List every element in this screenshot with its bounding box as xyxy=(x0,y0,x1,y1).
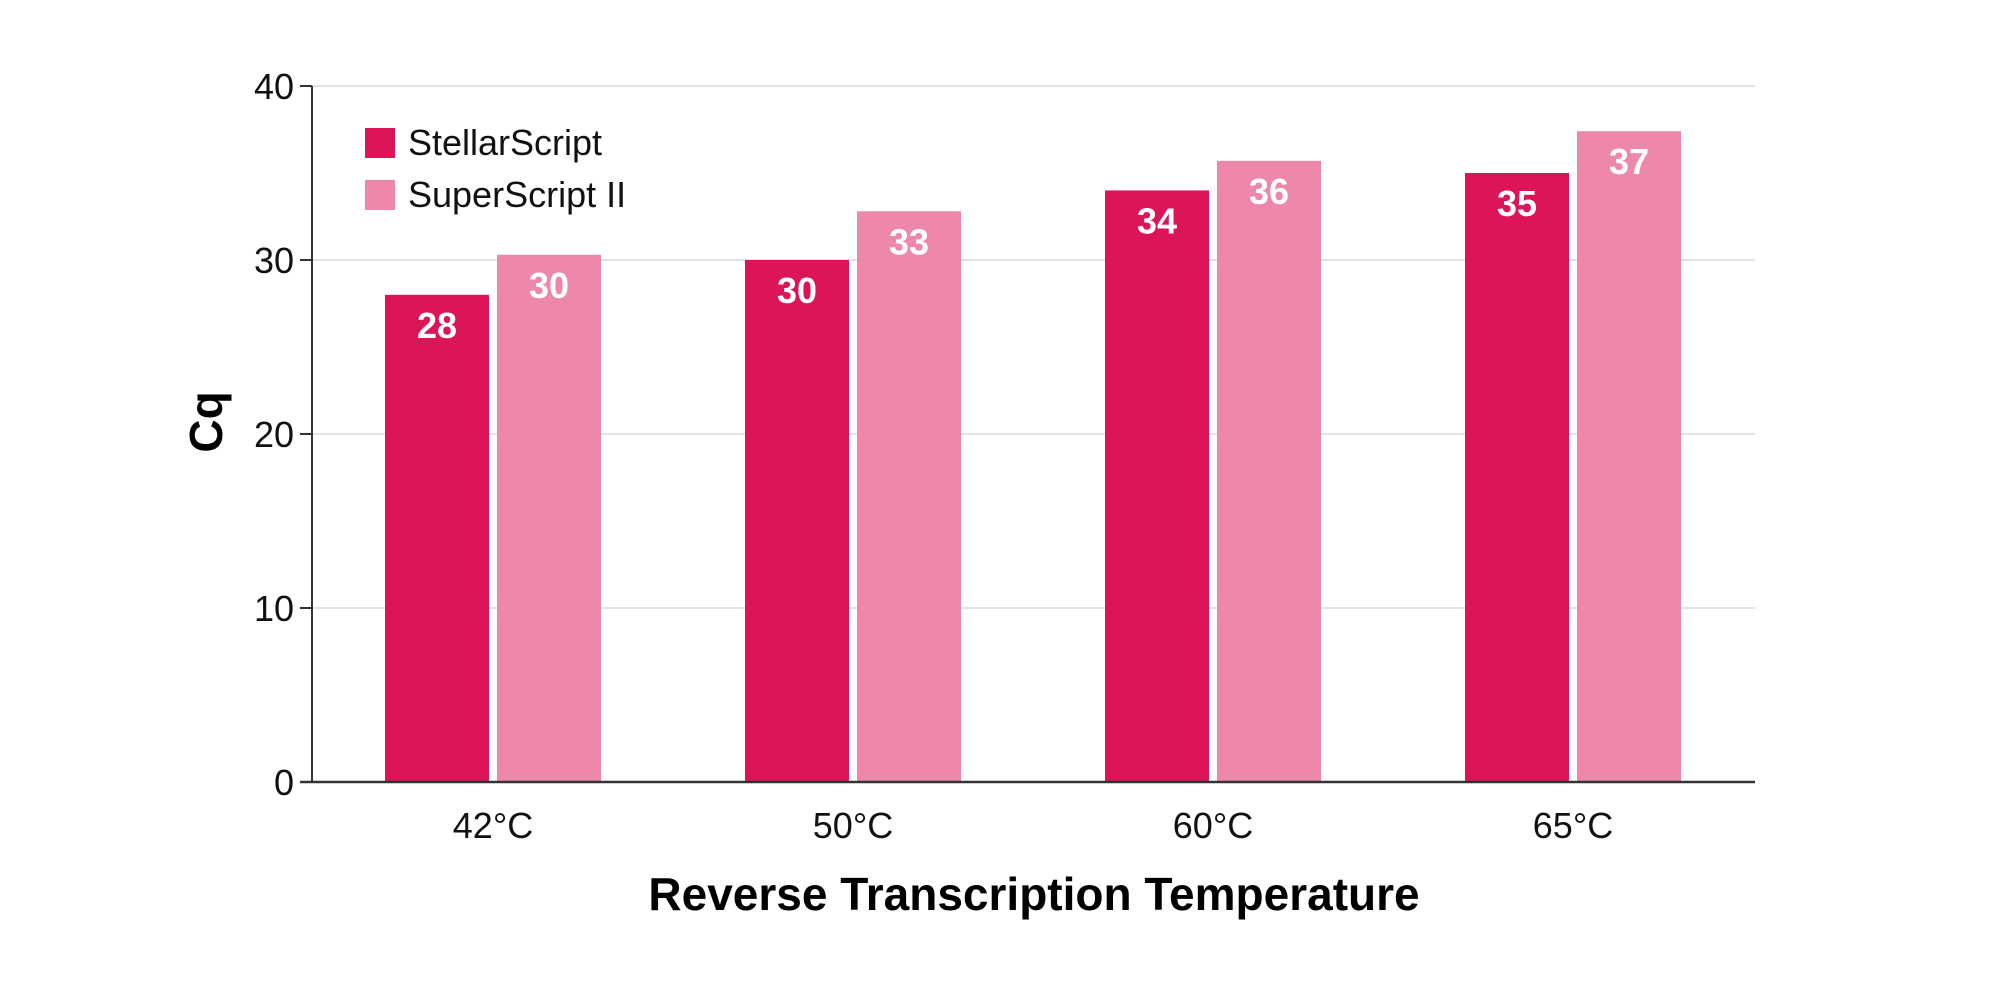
y-tick-label: 0 xyxy=(274,762,294,803)
bar-value-label: 33 xyxy=(889,221,929,262)
bar-value-label: 28 xyxy=(417,305,457,346)
bar-superscript-ii-0 xyxy=(497,254,601,782)
bar-stellarscript-2 xyxy=(1105,190,1209,782)
legend-label: SuperScript II xyxy=(408,174,626,215)
y-tick-label: 10 xyxy=(254,588,294,629)
bar-stellarscript-1 xyxy=(745,260,849,782)
bar-stellarscript-3 xyxy=(1465,173,1569,782)
bar-superscript-ii-1 xyxy=(857,211,961,782)
y-axis-title: Cq xyxy=(180,391,232,452)
x-category-label: 42°C xyxy=(453,805,533,846)
x-category-label: 65°C xyxy=(1533,805,1613,846)
bar-superscript-ii-3 xyxy=(1577,131,1681,783)
bar-value-label: 30 xyxy=(529,265,569,306)
legend-swatch xyxy=(365,180,395,210)
y-tick-label: 40 xyxy=(254,66,294,107)
x-axis-title: Reverse Transcription Temperature xyxy=(648,868,1419,920)
bars: 28 30 34 35 30 33 36 37 xyxy=(385,131,1681,783)
bar-superscript-ii-2 xyxy=(1217,160,1321,782)
bar-value-label: 30 xyxy=(777,270,817,311)
x-category-label: 60°C xyxy=(1173,805,1253,846)
y-tick-label: 20 xyxy=(254,414,294,455)
bar-value-label: 34 xyxy=(1137,200,1177,241)
bar-stellarscript-0 xyxy=(385,294,489,782)
bar-value-label: 35 xyxy=(1497,183,1537,224)
legend: StellarScript SuperScript II xyxy=(365,122,626,215)
x-category-label: 50°C xyxy=(813,805,893,846)
bar-value-label: 36 xyxy=(1249,171,1289,212)
legend-label: StellarScript xyxy=(408,122,602,163)
bar-value-label: 37 xyxy=(1609,141,1649,182)
legend-swatch xyxy=(365,128,395,158)
y-tick-label: 30 xyxy=(254,240,294,281)
axes: 0 10 20 30 40 42°C 50°C 60°C 65°C xyxy=(254,66,1755,846)
